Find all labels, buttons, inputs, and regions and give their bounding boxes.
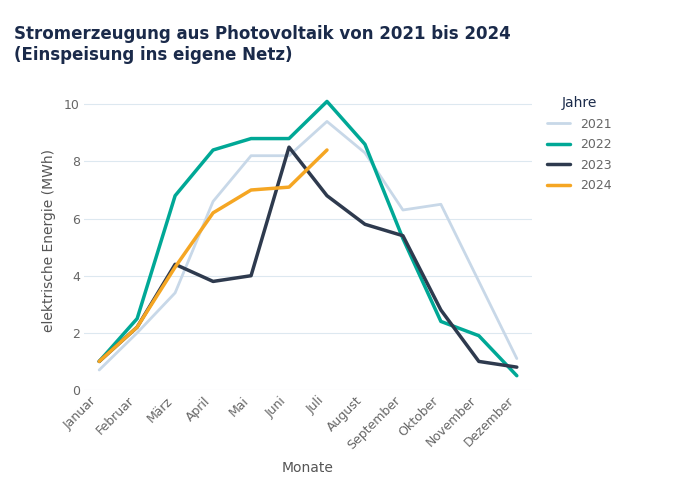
2022 <box>323 98 331 104</box>
X-axis label: Monate: Monate <box>282 460 334 474</box>
Text: Stromerzeugung aus Photovoltaik von 2021 bis 2024
(Einspeisung ins eigene Netz): Stromerzeugung aus Photovoltaik von 2021… <box>14 25 511 64</box>
2024 <box>247 187 256 193</box>
2021 <box>437 202 445 207</box>
2023 <box>399 232 407 238</box>
2023 <box>437 307 445 313</box>
2024 <box>171 264 179 270</box>
Line: 2024: 2024 <box>99 150 327 362</box>
2024 <box>285 184 293 190</box>
2022 <box>475 332 483 338</box>
Line: 2022: 2022 <box>99 102 517 376</box>
2022 <box>133 316 141 322</box>
2023 <box>247 272 256 278</box>
Y-axis label: elektrische Energie (MWh): elektrische Energie (MWh) <box>41 148 55 332</box>
2022 <box>285 136 293 141</box>
2024 <box>209 210 217 216</box>
2023 <box>95 358 104 364</box>
2021 <box>247 152 256 158</box>
2021 <box>360 150 369 156</box>
2022 <box>399 236 407 242</box>
2022 <box>95 358 104 364</box>
Line: 2021: 2021 <box>99 122 517 370</box>
2021 <box>133 330 141 336</box>
Line: 2023: 2023 <box>99 147 517 367</box>
2023 <box>171 262 179 268</box>
2023 <box>285 144 293 150</box>
2023 <box>209 278 217 284</box>
2021 <box>323 118 331 124</box>
2021 <box>399 207 407 213</box>
2024 <box>95 358 104 364</box>
2021 <box>285 152 293 158</box>
2023 <box>323 192 331 198</box>
2024 <box>133 324 141 330</box>
2023 <box>512 364 521 370</box>
2023 <box>133 324 141 330</box>
2022 <box>360 142 369 148</box>
2021 <box>512 356 521 362</box>
2022 <box>512 372 521 378</box>
2021 <box>171 290 179 296</box>
2024 <box>323 147 331 153</box>
2022 <box>437 318 445 324</box>
2021 <box>209 198 217 204</box>
Legend: 2021, 2022, 2023, 2024: 2021, 2022, 2023, 2024 <box>547 96 611 192</box>
2022 <box>247 136 256 141</box>
2022 <box>171 192 179 198</box>
2022 <box>209 147 217 153</box>
2021 <box>95 367 104 373</box>
2023 <box>475 358 483 364</box>
2021 <box>475 278 483 284</box>
2023 <box>360 222 369 228</box>
